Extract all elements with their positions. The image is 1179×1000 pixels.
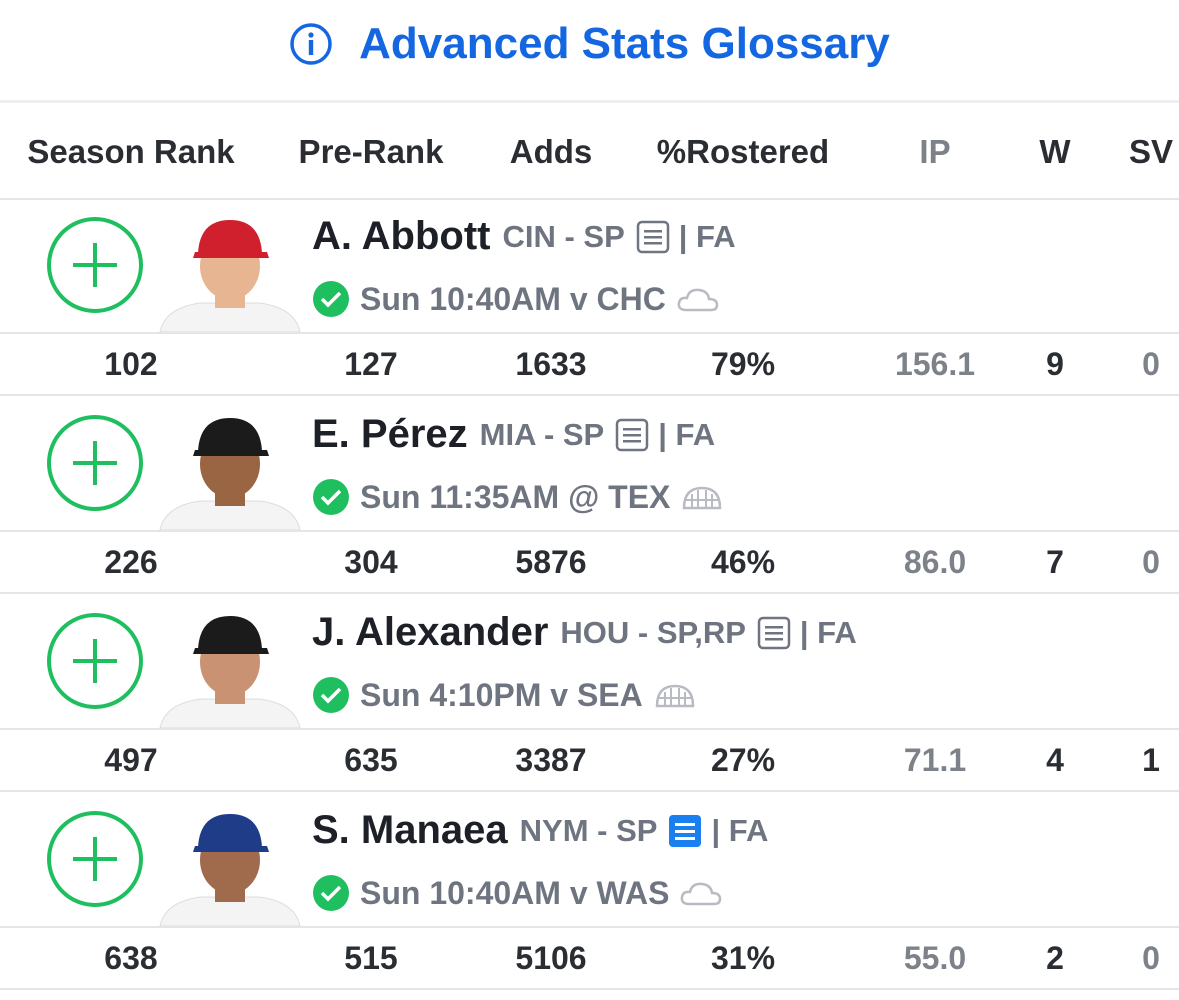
confirmed-icon (313, 281, 349, 317)
weather-icon (677, 288, 719, 312)
notes-icon[interactable] (754, 615, 794, 651)
player-photo (159, 616, 301, 728)
stat-value: 55.0 (903, 940, 967, 976)
game-line: Sun 10:40AM v WAS (312, 874, 723, 912)
name-line: S. Manaea NYM - SP | FA (312, 808, 768, 853)
stat-value: 635 (344, 742, 398, 778)
stat-value: 638 (104, 940, 158, 976)
stat-value: 71.1 (903, 742, 967, 778)
stat-value: 3387 (515, 742, 587, 778)
stat-value: 0 (1142, 940, 1160, 976)
stat-value: 497 (104, 742, 158, 778)
stat-value: 127 (344, 346, 398, 382)
add-button[interactable] (45, 215, 145, 315)
player-photo (159, 814, 301, 926)
stat-value: 226 (104, 544, 158, 580)
name-line: A. Abbott CIN - SP | FA (312, 214, 736, 259)
weather-icon (683, 486, 722, 510)
notes-icon[interactable] (612, 417, 652, 453)
roster-status: | FA (658, 416, 716, 452)
weather-icon (655, 684, 695, 708)
weather-icon (681, 882, 722, 906)
game-info: Sun 4:10PM v SEA (360, 676, 643, 713)
stat-value: 79% (710, 346, 776, 382)
stats-row: 497 635 3387 27% 71.1 4 1 (0, 728, 1179, 792)
team-position: HOU - SP,RP (560, 614, 746, 650)
notes-icon[interactable] (665, 813, 705, 849)
stat-value: 27% (710, 742, 776, 778)
name-line: J. Alexander HOU - SP,RP | FA (312, 610, 857, 655)
team-position: MIA - SP (479, 416, 605, 452)
team-position: CIN - SP (502, 218, 625, 254)
column-header[interactable]: W (1039, 133, 1071, 170)
notes-icon[interactable] (633, 219, 673, 255)
stats-row: 226 304 5876 46% 86.0 7 0 (0, 530, 1179, 594)
title: Advanced Stats Glossary (359, 19, 890, 68)
stat-value: 0 (1142, 544, 1160, 580)
player-name[interactable]: S. Manaea (312, 808, 508, 852)
roster-status: | FA (799, 614, 857, 650)
stat-value: 86.0 (903, 544, 967, 580)
confirmed-icon (313, 875, 349, 911)
player-row: A. Abbott CIN - SP | FA Sun 10:40AM v CHC 10… (0, 198, 1179, 396)
team-position: NYM - SP (519, 812, 658, 848)
player-row: S. Manaea NYM - SP | FA Sun 10:40AM v WAS 63… (0, 792, 1179, 990)
stat-value: 5876 (515, 544, 587, 580)
game-info: Sun 11:35AM @ TEX (360, 478, 671, 515)
stat-value: 46% (710, 544, 776, 580)
add-button[interactable] (45, 611, 145, 711)
confirmed-icon (313, 479, 349, 515)
stat-value: 5106 (515, 940, 587, 976)
roster-status: | FA (711, 812, 769, 848)
add-button[interactable] (45, 809, 145, 909)
stat-value: 4 (1046, 742, 1064, 778)
column-header[interactable]: IP (919, 133, 951, 170)
stat-value: 156.1 (894, 346, 976, 382)
column-header[interactable]: Season Rank (27, 133, 235, 170)
column-header[interactable]: SV (1128, 133, 1174, 170)
stat-value: 304 (344, 544, 398, 580)
stat-value: 31% (710, 940, 776, 976)
stat-value: 7 (1046, 544, 1064, 580)
confirmed-icon (313, 677, 349, 713)
player-photo (159, 418, 301, 530)
player-row: E. Pérez MIA - SP | FA Sun 11:35AM @ TEX 226… (0, 396, 1179, 594)
player-name[interactable]: J. Alexander (312, 610, 549, 654)
game-line: Sun 4:10PM v SEA (312, 676, 697, 714)
stats-row: 638 515 5106 31% 55.0 2 0 (0, 926, 1179, 990)
stat-value: 515 (344, 940, 398, 976)
column-header[interactable]: Adds (509, 133, 593, 170)
add-button[interactable] (45, 413, 145, 513)
game-info: Sun 10:40AM v WAS (360, 874, 670, 911)
game-line: Sun 11:35AM @ TEX (312, 478, 724, 516)
stat-value: 0 (1142, 346, 1160, 382)
roster-status: | FA (678, 218, 736, 254)
column-header[interactable]: Pre-Rank (298, 133, 444, 170)
game-line: Sun 10:40AM v CHC (312, 280, 720, 318)
stat-value: 1633 (515, 346, 587, 382)
stat-value: 102 (104, 346, 158, 382)
info-icon (290, 23, 332, 65)
stat-value: 2 (1046, 940, 1064, 976)
player-name[interactable]: A. Abbott (312, 214, 491, 258)
stats-row: 102 127 1633 79% 156.1 9 0 (0, 332, 1179, 396)
name-line: E. Pérez MIA - SP | FA (312, 412, 715, 457)
game-info: Sun 10:40AM v CHC (360, 280, 666, 317)
stat-value: 9 (1046, 346, 1064, 382)
player-name[interactable]: E. Pérez (312, 412, 468, 456)
player-row: J. Alexander HOU - SP,RP | FA Sun 4:10PM v … (0, 594, 1179, 792)
glossary-link[interactable]: Advanced Stats Glossary (0, 14, 1179, 74)
player-photo (159, 220, 301, 332)
stat-value: 1 (1142, 742, 1160, 778)
table-header: Season Rank Pre-Rank Adds %Rostered IP W SV (0, 100, 1179, 200)
column-header[interactable]: %Rostered (656, 133, 830, 170)
